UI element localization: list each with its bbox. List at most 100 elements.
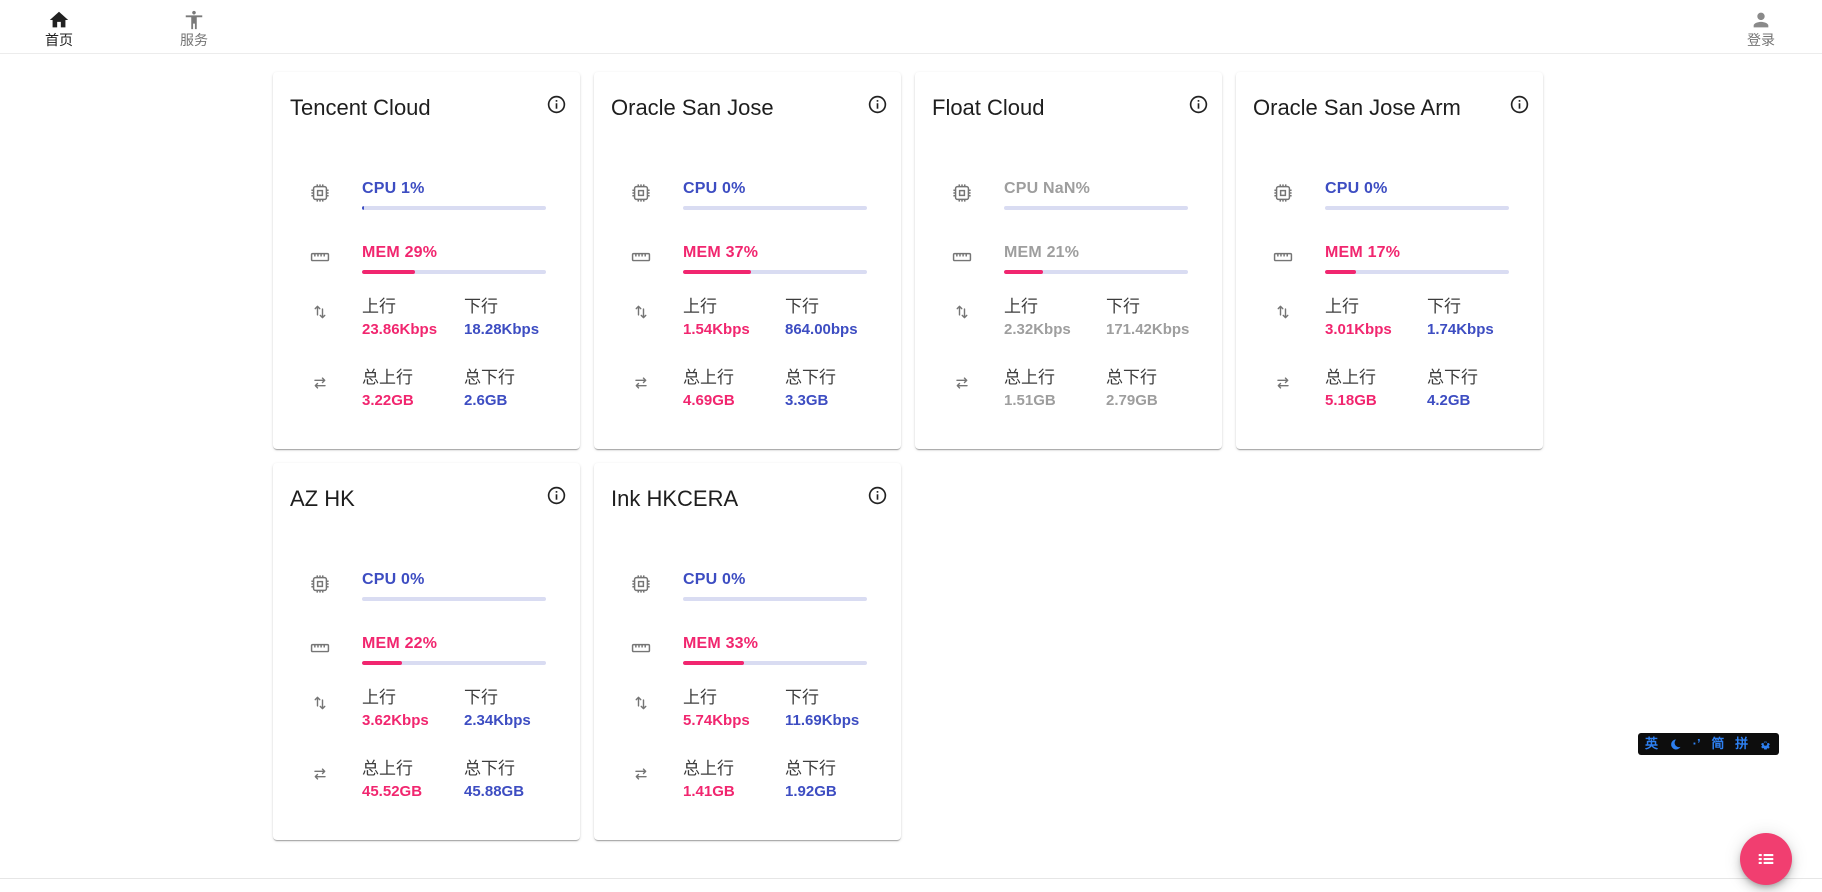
total-download-label: 总下行 [785,759,836,778]
cpu-gauge: CPU 0% [1325,179,1509,210]
nav-item-login[interactable]: 登录 [1730,0,1792,53]
total-download: 总下行 45.88GB [464,757,566,801]
card-header: Oracle San Jose Arm [1236,72,1543,123]
mem-progress-fill [683,661,744,665]
card-header: Float Cloud [915,72,1222,123]
upload-label: 上行 [683,297,717,316]
list-icon [1755,848,1777,870]
upload-value: 23.86Kbps [362,321,438,338]
ime-punctuation-toggle[interactable]: ·’ [1692,736,1701,751]
cpu-row: CPU 0% [309,570,546,601]
total-row: 总上行 1.41GB 总下行 1.92GB [630,757,881,801]
total-upload: 总上行 4.69GB [683,366,785,410]
mem-progressbar [1325,270,1509,274]
swap-horiz-icon [1272,373,1294,410]
server-grid: Tencent Cloud CPU 1% [273,72,1543,840]
total-upload-value: 3.22GB [362,392,414,409]
info-icon[interactable] [1509,94,1530,115]
cpu-chip-icon [630,182,652,210]
speed-columns: 上行 1.54Kbps 下行 864.00bps [683,295,887,339]
download-value: 1.74Kbps [1427,321,1494,338]
mem-gauge: MEM 33% [683,634,867,665]
mem-row: MEM 21% [951,243,1188,274]
server-name: Oracle San Jose [611,95,774,120]
total-download: 总下行 2.79GB [1106,366,1208,410]
ime-language-toggle[interactable]: 英 [1645,736,1659,751]
cpu-row: CPU NaN% [951,179,1188,210]
download-value: 171.42Kbps [1106,321,1190,338]
total-upload: 总上行 45.52GB [362,757,464,801]
download-label: 下行 [464,297,498,316]
download-speed: 下行 11.69Kbps [785,686,887,730]
total-columns: 总上行 4.69GB 总下行 3.3GB [683,366,887,410]
info-icon[interactable] [546,485,567,506]
total-download-label: 总下行 [464,368,515,387]
total-columns: 总上行 45.52GB 总下行 45.88GB [362,757,566,801]
cpu-chip-icon [951,182,973,210]
info-icon[interactable] [546,94,567,115]
mem-progress-fill [683,270,752,274]
mem-label: MEM 22% [362,635,438,652]
swap-vert-icon [630,693,652,730]
nav-item-home[interactable]: 首页 [28,0,90,53]
server-name: Oracle San Jose Arm [1253,95,1461,120]
swap-vert-icon [951,302,973,339]
download-speed: 下行 171.42Kbps [1106,295,1208,339]
total-upload-value: 1.51GB [1004,392,1056,409]
cpu-gauge: CPU 0% [683,570,867,601]
mem-progress-fill [362,661,403,665]
mem-row: MEM 29% [309,243,546,274]
info-icon[interactable] [1188,94,1209,115]
cpu-chip-icon [1272,182,1294,210]
mem-progressbar [683,270,867,274]
mem-label: MEM 37% [683,244,759,261]
mem-row: MEM 37% [630,243,867,274]
memory-ruler-icon [630,637,652,665]
upload-speed: 上行 5.74Kbps [683,686,785,730]
speed-row: 上行 2.32Kbps 下行 171.42Kbps [951,295,1202,339]
cpu-chip-icon [630,573,652,601]
mem-progressbar [683,661,867,665]
memory-ruler-icon [1272,246,1294,274]
moon-icon[interactable] [1669,738,1682,751]
cpu-row: CPU 0% [630,570,867,601]
speed-columns: 上行 3.62Kbps 下行 2.34Kbps [362,686,566,730]
mem-gauge: MEM 17% [1325,243,1509,274]
total-upload: 总上行 5.18GB [1325,366,1427,410]
cpu-gauge: CPU NaN% [1004,179,1188,210]
total-upload-value: 5.18GB [1325,392,1377,409]
cpu-label: CPU 0% [1325,180,1388,197]
download-label: 下行 [1427,297,1461,316]
mem-gauge: MEM 29% [362,243,546,274]
cpu-progressbar [683,206,867,210]
cpu-chip-icon [309,182,331,210]
total-download-label: 总下行 [1106,368,1157,387]
swap-vert-icon [630,302,652,339]
person-icon [1750,9,1772,31]
download-label: 下行 [785,297,819,316]
card-header: Tencent Cloud [273,72,580,123]
speed-row: 上行 23.86Kbps 下行 18.28Kbps [309,295,560,339]
swap-vert-icon [309,302,331,339]
card-header: AZ HK [273,463,580,514]
cpu-chip-icon [309,573,331,601]
upload-label: 上行 [1004,297,1038,316]
mem-row: MEM 17% [1272,243,1509,274]
info-icon[interactable] [867,485,888,506]
info-icon[interactable] [867,94,888,115]
upload-value: 2.32Kbps [1004,321,1071,338]
server-list-fab[interactable] [1740,833,1792,885]
swap-horiz-icon [309,764,331,801]
gear-icon[interactable] [1759,738,1772,751]
cpu-progressbar [1325,206,1509,210]
mem-progressbar [1004,270,1188,274]
memory-ruler-icon [309,246,331,274]
total-download: 总下行 4.2GB [1427,366,1529,410]
total-row: 总上行 45.52GB 总下行 45.88GB [309,757,560,801]
ime-simplified-toggle[interactable]: 简 [1711,736,1725,751]
ime-pinyin-toggle[interactable]: 拼 [1735,736,1749,751]
speed-columns: 上行 23.86Kbps 下行 18.28Kbps [362,295,566,339]
nav-item-services[interactable]: 服务 [163,0,225,53]
total-download-value: 2.79GB [1106,392,1158,409]
mem-progress-fill [1004,270,1043,274]
